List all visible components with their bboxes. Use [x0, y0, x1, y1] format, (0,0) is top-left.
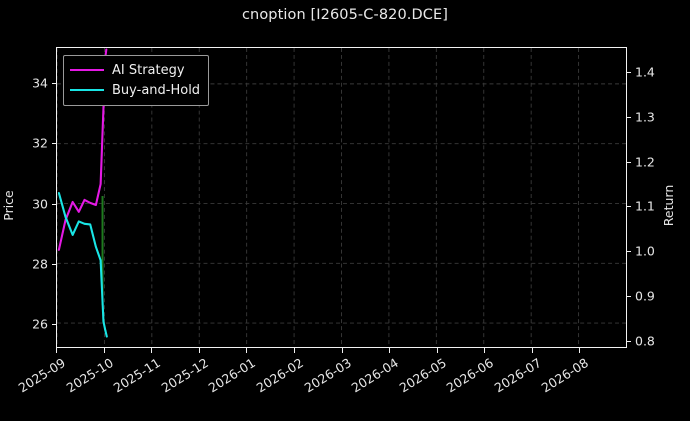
- y-tick-label: 26: [32, 316, 48, 332]
- y2-tick-label: 1.0: [635, 243, 655, 259]
- y2-tick-mark: [627, 296, 631, 298]
- y-tick-label: 28: [32, 256, 48, 272]
- x-tick-mark: [103, 348, 105, 353]
- x-tick-mark: [531, 348, 533, 353]
- y2-tick-mark: [627, 71, 631, 73]
- y2-tick-label: 1.2: [635, 154, 655, 170]
- x-tick-mark: [484, 348, 486, 353]
- x-tick-mark: [341, 348, 343, 353]
- chart-legend: AI Strategy Buy-and-Hold: [63, 55, 210, 106]
- y-tick-mark: [52, 83, 56, 85]
- y2-tick-label: 0.8: [635, 333, 655, 349]
- legend-label-buy-and-hold: Buy-and-Hold: [112, 82, 201, 98]
- y2-tick-mark: [627, 206, 631, 208]
- y-tick-label: 34: [32, 75, 48, 91]
- x-tick-mark: [293, 348, 295, 353]
- y-tick-label: 30: [32, 196, 48, 212]
- y2-tick-mark: [627, 116, 631, 118]
- x-tick-mark: [56, 348, 57, 353]
- y2-tick-mark: [627, 341, 631, 343]
- legend-label-ai-strategy: AI Strategy: [112, 62, 185, 78]
- x-tick-mark: [151, 348, 153, 353]
- y2-tick-label: 1.1: [635, 198, 655, 214]
- legend-swatch-buy-and-hold: [70, 89, 104, 91]
- y2-tick-label: 0.9: [635, 288, 655, 304]
- y2-tick-mark: [627, 251, 631, 253]
- y-tick-mark: [52, 203, 56, 205]
- y-tick-mark: [52, 143, 56, 145]
- y-tick-mark: [52, 323, 56, 325]
- x-tick-mark: [389, 348, 391, 353]
- legend-item-ai-strategy: AI Strategy: [70, 60, 200, 80]
- x-tick-mark: [246, 348, 248, 353]
- x-tick-mark: [436, 348, 438, 353]
- chart-title: cnoption [I2605-C-820.DCE]: [241, 7, 449, 23]
- y2-tick-label: 1.3: [635, 109, 655, 125]
- legend-swatch-ai-strategy: [70, 69, 104, 71]
- legend-item-buy-and-hold: Buy-and-Hold: [70, 80, 200, 100]
- y-tick-label: 32: [32, 135, 48, 151]
- y2-tick-mark: [627, 161, 631, 163]
- x-tick-mark: [198, 348, 200, 353]
- y2-tick-label: 1.4: [635, 64, 655, 80]
- x-tick-mark: [579, 348, 581, 353]
- y-tick-mark: [52, 263, 56, 265]
